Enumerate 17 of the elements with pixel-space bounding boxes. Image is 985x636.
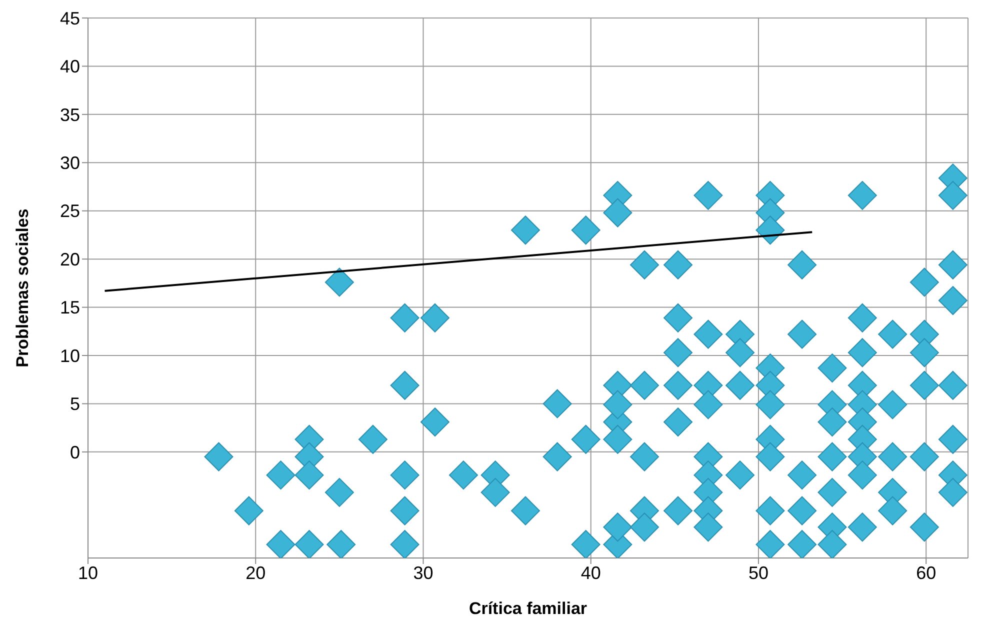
y-tick-label: 45 [60, 8, 80, 28]
x-tick-label: 30 [413, 562, 434, 583]
x-tick-label: 20 [246, 562, 266, 583]
y-tick-label: 20 [60, 249, 80, 270]
x-tick-label: 40 [580, 562, 601, 583]
y-tick-label: 10 [60, 346, 80, 366]
x-axis-title: Crítica familiar [468, 599, 588, 618]
y-tick-label: 40 [60, 56, 80, 77]
y-axis-title: Problemas sociales [13, 208, 32, 368]
y-tick-label: 30 [60, 153, 80, 174]
x-tick-label: 60 [916, 562, 936, 583]
y-tick-label: 25 [60, 201, 80, 222]
y-tick-label: 15 [60, 298, 80, 318]
y-tick-label: 5 [70, 394, 80, 414]
y-tick-label: 0 [70, 442, 80, 462]
y-tick-label: 35 [60, 104, 80, 125]
x-tick-label: 50 [748, 562, 768, 583]
